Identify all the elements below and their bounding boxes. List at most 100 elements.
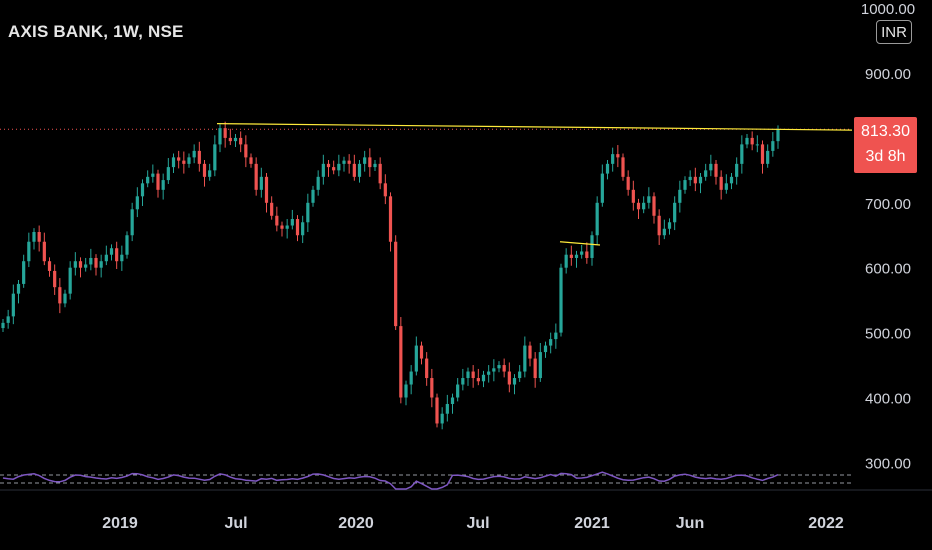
candle-body: [461, 378, 465, 385]
candle-body: [487, 371, 491, 375]
candle-body: [228, 137, 232, 142]
candle-body: [202, 163, 207, 177]
candle-body: [125, 235, 129, 255]
candle-body: [492, 368, 496, 372]
candle-body: [642, 202, 646, 210]
candle-body: [208, 170, 212, 177]
candle-body: [409, 371, 413, 385]
candle-body: [528, 345, 532, 359]
time-axis-label: Jul: [466, 515, 489, 532]
candle-body: [192, 150, 196, 158]
candle-body: [156, 173, 160, 190]
bar-countdown: 3d 8h: [865, 148, 906, 165]
candle-body: [63, 293, 67, 304]
time-axis-label: Jul: [224, 515, 247, 532]
candle-body: [538, 352, 542, 379]
candle-body: [662, 228, 666, 236]
candle-body: [771, 141, 775, 151]
candle-body: [316, 176, 320, 190]
candle-body: [404, 384, 408, 398]
candle-body: [161, 180, 165, 190]
candle-body: [11, 293, 15, 317]
candle-body: [182, 160, 186, 164]
candle-body: [130, 209, 134, 236]
candle-body: [673, 202, 677, 223]
candle-body: [394, 241, 398, 327]
resistance-trendline[interactable]: [216, 123, 853, 131]
candle-body: [543, 345, 548, 353]
candle-body: [239, 137, 243, 145]
candle-body: [326, 163, 331, 168]
candle-body: [53, 270, 57, 288]
candle-body: [218, 128, 222, 145]
candle-body: [693, 176, 697, 184]
candle-body: [580, 251, 584, 255]
candle-body: [373, 163, 377, 168]
candle-body: [27, 241, 31, 262]
candle-body: [719, 176, 723, 190]
candle-body: [109, 248, 114, 255]
price-axis-label: 300.00: [865, 455, 911, 472]
short-trendline[interactable]: [559, 241, 601, 246]
candle-body: [378, 163, 382, 184]
last-price-tag: 813.30 3d 8h: [854, 117, 917, 173]
candle-body: [631, 189, 635, 203]
candle-body: [585, 251, 589, 258]
price-axis-label: 400.00: [865, 391, 911, 408]
candle-body: [332, 167, 336, 171]
price-axis-label: 1000.00: [861, 1, 915, 18]
candle-body: [171, 157, 176, 168]
candle-body: [58, 287, 62, 304]
candle-body: [616, 154, 620, 158]
price-axis-label: 700.00: [865, 196, 911, 213]
candle-body: [450, 397, 455, 404]
currency-button[interactable]: INR: [876, 20, 912, 44]
candle-body: [285, 225, 289, 229]
candle-body: [523, 345, 527, 372]
candle-body: [621, 157, 625, 177]
candle-body: [595, 202, 599, 236]
candle-body: [667, 222, 672, 229]
candle-body: [507, 371, 511, 385]
candle-body: [22, 261, 26, 284]
candle-body: [244, 144, 248, 158]
candle-body: [590, 235, 594, 258]
candle-body: [502, 365, 506, 372]
candle-body: [187, 157, 191, 164]
time-axis-label: 2021: [574, 515, 610, 532]
candle-body: [636, 202, 641, 210]
candle-body: [729, 176, 734, 184]
candle-body: [714, 163, 718, 177]
candle-body: [301, 222, 305, 236]
candle-body: [735, 163, 739, 177]
candle-body: [151, 173, 155, 177]
candle-body: [698, 176, 703, 184]
candle-body: [321, 163, 325, 177]
candle-body: [104, 254, 108, 262]
candle-body: [740, 144, 744, 164]
candle-body: [84, 264, 88, 268]
candle-body: [766, 150, 770, 164]
candle-body: [481, 374, 486, 382]
candle-body: [337, 163, 341, 171]
candle-body: [399, 326, 403, 398]
candle-body: [383, 183, 387, 197]
candle-body: [6, 316, 10, 323]
candle-body: [652, 196, 656, 216]
time-axis-label: 2020: [338, 515, 374, 532]
candle-body: [213, 144, 217, 171]
candle-body: [704, 170, 708, 177]
candle-body: [724, 183, 728, 190]
candle-body: [290, 219, 294, 226]
candle-body: [295, 219, 300, 236]
candle-body: [605, 163, 610, 174]
candle-body: [280, 225, 284, 229]
candle-body: [99, 261, 103, 268]
candle-body: [683, 180, 687, 190]
candle-body: [388, 196, 393, 242]
candle-body: [94, 257, 98, 268]
last-price-value: 813.30: [861, 123, 910, 140]
candle-body: [518, 371, 522, 379]
rsi-line: [2, 471, 779, 490]
